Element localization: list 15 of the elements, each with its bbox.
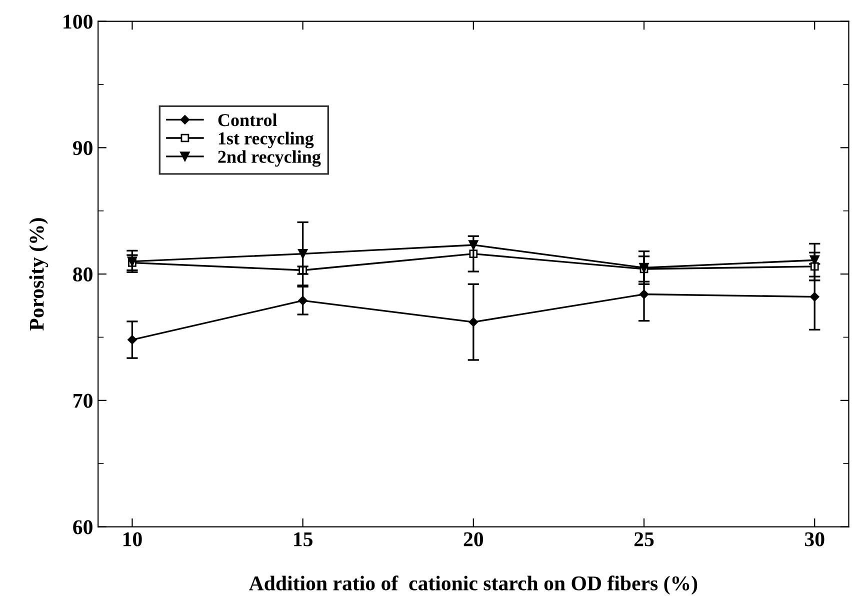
x-tick-label: 20 bbox=[464, 532, 484, 546]
legend-label: 2nd recycling bbox=[218, 150, 321, 167]
y-tick-label: 100 bbox=[64, 14, 92, 29]
y-tick-label: 90 bbox=[72, 141, 92, 156]
x-tick-label: 25 bbox=[634, 532, 654, 546]
x-axis-title: Addition ratio of cationic starch on OD fibers (%) bbox=[249, 576, 698, 595]
legend-label: Control bbox=[218, 113, 277, 126]
y-tick-label: 70 bbox=[74, 394, 92, 408]
y-tick-label: 60 bbox=[73, 520, 92, 534]
y-axis-title: Porosity (%) bbox=[29, 218, 48, 330]
x-tick-label: 15 bbox=[294, 532, 312, 546]
y-tick-label: 80 bbox=[73, 267, 92, 282]
legend-label: 1st recycling bbox=[218, 132, 314, 148]
x-tick-label: 10 bbox=[123, 532, 142, 546]
x-tick-label: 30 bbox=[804, 532, 824, 546]
